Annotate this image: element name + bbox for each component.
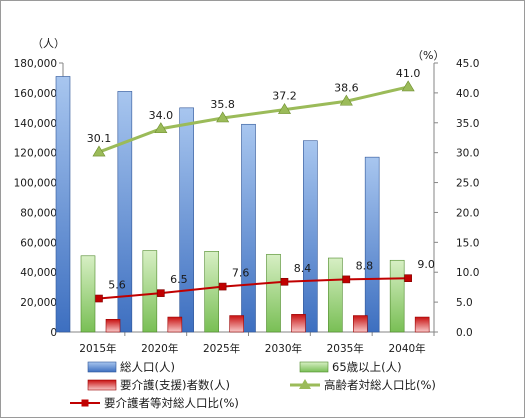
- care-ratio-data-label: 8.4: [294, 262, 312, 275]
- bar-care: [229, 315, 244, 333]
- legend-marker-care-ratio: [81, 399, 89, 407]
- care-ratio-data-label: 7.6: [232, 267, 250, 280]
- right-tick-label: 15.0: [456, 237, 479, 249]
- bar-care: [291, 314, 306, 333]
- left-tick-label: 120,000: [14, 148, 57, 160]
- care-ratio-data-label: 9.0: [417, 258, 435, 271]
- bar-elderly: [80, 255, 96, 333]
- bar-total: [241, 123, 256, 333]
- left-tick-label: 60,000: [20, 237, 57, 249]
- bar-total: [117, 91, 133, 333]
- x-tick-label: 2035年: [327, 342, 364, 355]
- legend-label-care-ratio: 要介護者等対総人口比(%): [104, 396, 239, 410]
- right-tick-label: 25.0: [456, 178, 479, 190]
- elderly-ratio-data-label: 30.1: [87, 132, 112, 145]
- right-tick-label: 5.0: [456, 297, 473, 309]
- right-tick-label: 35.0: [456, 118, 479, 130]
- care-ratio-line: [98, 277, 409, 300]
- left-tick-label: 0: [50, 327, 57, 339]
- elderly-ratio-data-label: 38.6: [334, 81, 359, 94]
- care-ratio-marker: [404, 274, 412, 283]
- elderly-ratio-marker: [401, 80, 415, 92]
- care-ratio-marker: [218, 282, 227, 291]
- legend-label-elderly: 65歳以上(人): [332, 360, 402, 374]
- right-tick-label: 30.0: [456, 148, 479, 160]
- bar-total: [55, 76, 71, 333]
- legend-label-total: 総人口(人): [120, 360, 175, 374]
- elderly-ratio-marker: [277, 103, 292, 114]
- x-tick-label: 2025年: [203, 342, 240, 355]
- bar-elderly: [142, 250, 158, 333]
- bar-care: [353, 315, 368, 333]
- left-tick-label: 40,000: [20, 267, 57, 279]
- legend-marker-elderly-ratio: [299, 379, 311, 389]
- left-tick-label: 20,000: [20, 297, 57, 309]
- bar-elderly: [266, 253, 281, 333]
- legend-label-elderly-ratio: 高齢者対総人口比(%): [324, 378, 436, 392]
- right-tick-label: 45.0: [456, 58, 479, 70]
- elderly-ratio-marker: [216, 111, 230, 123]
- legend-label-care: 要介護(支援)者数(人): [120, 378, 230, 392]
- x-tick-label: 2030年: [265, 342, 302, 355]
- bar-elderly: [328, 257, 343, 333]
- bar-total: [179, 107, 194, 333]
- elderly-ratio-data-label: 37.2: [272, 90, 297, 103]
- bar-elderly: [204, 251, 219, 333]
- care-ratio-marker: [157, 289, 165, 297]
- x-tick-label: 2040年: [388, 342, 425, 355]
- legend-swatch-care: [87, 379, 117, 391]
- care-ratio-data-label: 6.5: [170, 273, 188, 286]
- left-tick-label: 160,000: [14, 88, 57, 100]
- bar-care: [105, 318, 121, 333]
- elderly-ratio-marker: [339, 94, 353, 106]
- left-axis-unit: （人）: [32, 37, 65, 50]
- left-tick-label: 80,000: [20, 207, 57, 219]
- right-tick-label: 10.0: [456, 267, 479, 279]
- care-ratio-data-label: 5.6: [108, 279, 126, 292]
- legend-swatch-total: [87, 361, 117, 373]
- right-axis-unit: （%）: [412, 49, 444, 62]
- care-ratio-data-label: 8.8: [356, 259, 374, 272]
- elderly-ratio-marker: [154, 122, 168, 134]
- bar-total: [364, 156, 380, 333]
- right-tick-label: 20.0: [456, 207, 479, 219]
- x-tick-label: 2020年: [141, 342, 178, 355]
- right-tick-label: 0.0: [456, 327, 473, 339]
- elderly-ratio-data-label: 35.8: [210, 98, 235, 111]
- care-ratio-marker: [342, 275, 351, 284]
- left-tick-label: 140,000: [14, 118, 57, 130]
- bar-care: [414, 316, 430, 333]
- bar-elderly: [389, 259, 405, 333]
- left-tick-label: 100,000: [14, 178, 57, 190]
- bar-care: [167, 316, 183, 333]
- elderly-ratio-data-label: 34.0: [149, 109, 174, 122]
- left-tick-label: 180,000: [14, 58, 57, 70]
- elderly-ratio-data-label: 41.0: [396, 67, 421, 80]
- care-ratio-marker: [280, 277, 289, 286]
- care-ratio-marker: [95, 294, 103, 303]
- x-tick-label: 2015年: [79, 342, 116, 355]
- right-tick-label: 40.0: [456, 88, 479, 100]
- elderly-ratio-line: [98, 85, 409, 154]
- bar-total: [303, 140, 318, 333]
- legend-swatch-elderly: [299, 361, 329, 373]
- elderly-ratio-marker: [92, 145, 106, 157]
